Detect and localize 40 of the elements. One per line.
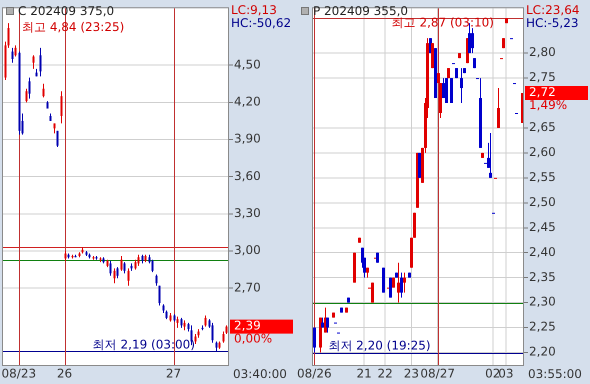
y-tick-label: 4,20	[234, 94, 261, 108]
y-tick-label: 2,60	[529, 145, 556, 160]
text: 03:55:00	[528, 367, 582, 382]
text: HC:-5,23	[526, 16, 578, 30]
y-tick-label: 3,30	[234, 206, 261, 220]
y-tick-label: 3,00	[234, 243, 261, 258]
y-tick-label: 2,65	[529, 120, 556, 134]
text: LC:9,13	[231, 3, 277, 18]
y-tick-label: 4,50	[234, 57, 261, 72]
y-tick-label: 3,90	[234, 132, 261, 146]
y-tick-label: 2,30	[529, 294, 556, 309]
y-tick-label: 2,75	[529, 70, 556, 84]
annotation: 최저 2,20 (19:25)	[328, 338, 431, 353]
text: HC:-50,62	[231, 16, 292, 30]
x-tick-label: 22	[378, 366, 393, 380]
x-tick-label: 21	[356, 366, 372, 380]
x-tick-label: 08/27	[420, 366, 455, 380]
y-tick-label: 3,60	[234, 168, 261, 183]
y-tick-label: 2,70	[234, 280, 261, 294]
text: 0,00%	[234, 332, 272, 346]
x-tick-label: 02	[485, 366, 500, 380]
y-tick-label: 2,35	[529, 270, 556, 284]
text: 2,39	[234, 318, 261, 333]
x-tick-label: 26	[56, 366, 72, 380]
y-tick-label: 2,25	[529, 320, 556, 334]
y-tick-label: 2,50	[529, 194, 556, 209]
y-tick-label: 2,45	[529, 220, 556, 234]
y-tick-label: 2,80	[529, 45, 556, 60]
y-tick-label: 2,20	[529, 344, 556, 359]
y-tick-label: 2,55	[529, 170, 556, 184]
x-tick-label: 23	[404, 366, 420, 380]
text: 1,49%	[529, 98, 568, 112]
x-tick-label: 08/26	[297, 366, 332, 380]
x-tick-label: 03	[498, 366, 514, 380]
x-tick-label: 08/23	[2, 366, 36, 380]
text: 03:40:00	[233, 367, 287, 382]
text: LC:23,64	[526, 3, 580, 18]
y-tick-label: 2,40	[529, 244, 556, 259]
x-tick-label: 27	[166, 366, 182, 380]
text: 2,72	[529, 85, 556, 100]
